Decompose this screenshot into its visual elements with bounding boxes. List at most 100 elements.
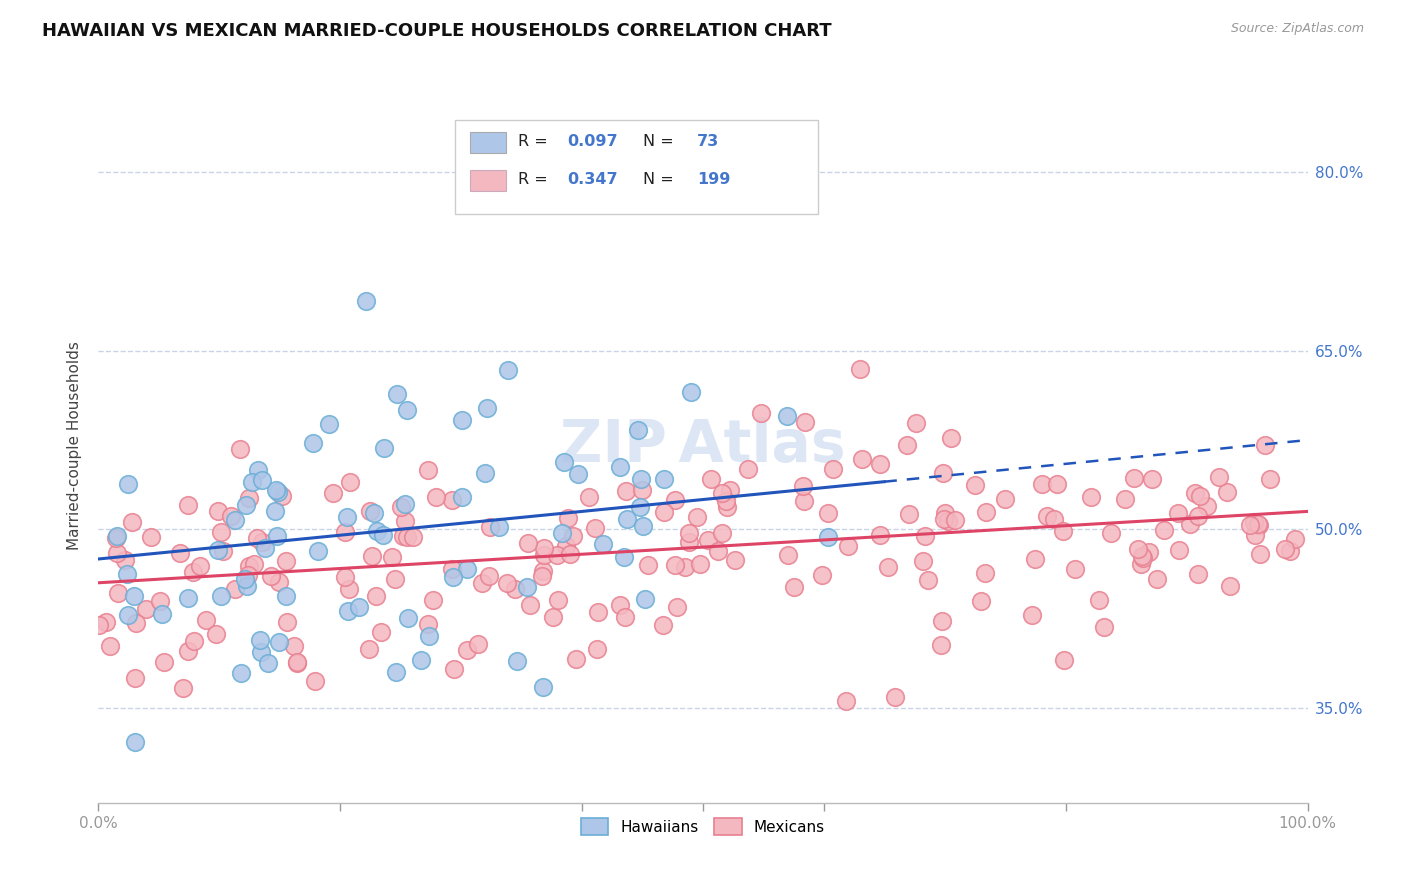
Point [152, 607, 174, 622]
Point [1197, 499, 1219, 513]
Point [240, 475, 263, 490]
Point [931, 614, 953, 628]
Point [456, 642, 478, 657]
Point [105, 531, 128, 545]
Point [440, 561, 463, 575]
Text: N =: N = [643, 134, 679, 149]
Point [837, 539, 859, 553]
Point [357, 642, 380, 657]
Point [475, 401, 498, 416]
Point [1187, 509, 1209, 524]
Point [562, 529, 585, 543]
Point [578, 491, 600, 505]
Point [1167, 506, 1189, 520]
Point [229, 666, 252, 681]
Point [172, 681, 194, 695]
Point [105, 546, 128, 560]
Point [776, 409, 799, 423]
Point [792, 479, 814, 493]
Point [583, 521, 606, 535]
Point [586, 641, 609, 656]
Point [356, 294, 378, 309]
Point [370, 625, 392, 640]
Point [135, 602, 157, 616]
Point [267, 574, 290, 589]
Point [592, 537, 614, 551]
Point [936, 515, 959, 529]
Point [209, 524, 232, 539]
Point [246, 531, 269, 545]
Point [1279, 544, 1302, 558]
Point [359, 504, 381, 518]
Point [666, 599, 689, 614]
Point [821, 462, 844, 476]
Point [337, 582, 360, 596]
Point [94, 615, 117, 629]
Point [450, 412, 472, 426]
Point [267, 485, 290, 500]
Point [931, 638, 953, 652]
Point [943, 513, 966, 527]
Point [531, 564, 554, 578]
Point [394, 514, 416, 528]
Point [689, 557, 711, 571]
Point [1137, 545, 1160, 559]
Point [1260, 472, 1282, 486]
Point [391, 529, 413, 543]
Point [479, 520, 502, 534]
Point [678, 534, 700, 549]
Point [318, 417, 340, 431]
Point [1168, 542, 1191, 557]
FancyBboxPatch shape [456, 120, 818, 214]
Point [105, 529, 128, 543]
Point [443, 662, 465, 676]
Point [125, 615, 148, 630]
Point [250, 473, 273, 487]
Point [793, 494, 815, 508]
Text: 0.097: 0.097 [568, 134, 619, 149]
Point [965, 478, 987, 492]
Point [422, 593, 444, 607]
Point [932, 512, 955, 526]
Point [229, 442, 252, 457]
Point [724, 552, 747, 566]
Point [336, 509, 359, 524]
Point [974, 505, 997, 519]
Point [706, 543, 728, 558]
Point [794, 415, 817, 429]
Point [1036, 509, 1059, 524]
Point [810, 568, 832, 582]
Point [188, 559, 211, 574]
Point [153, 656, 176, 670]
Point [235, 498, 257, 512]
Point [1216, 484, 1239, 499]
Point [1024, 552, 1046, 566]
Point [235, 579, 257, 593]
Point [939, 431, 962, 445]
Point [1132, 550, 1154, 565]
Point [471, 576, 494, 591]
Point [322, 486, 344, 500]
Point [207, 504, 229, 518]
Point [243, 558, 266, 572]
Point [917, 573, 939, 587]
Point [181, 565, 204, 579]
Point [205, 627, 228, 641]
Point [1243, 528, 1265, 542]
Point [586, 605, 609, 619]
Point [271, 490, 294, 504]
Point [609, 460, 631, 475]
Point [869, 528, 891, 542]
Point [238, 558, 260, 573]
Point [714, 493, 737, 508]
Point [1188, 489, 1211, 503]
Point [209, 589, 232, 603]
Point [851, 452, 873, 467]
Point [697, 533, 720, 547]
Point [274, 589, 297, 603]
Point [264, 483, 287, 497]
Point [1114, 491, 1136, 506]
Point [503, 582, 526, 596]
Point [551, 525, 574, 540]
Point [425, 490, 447, 504]
